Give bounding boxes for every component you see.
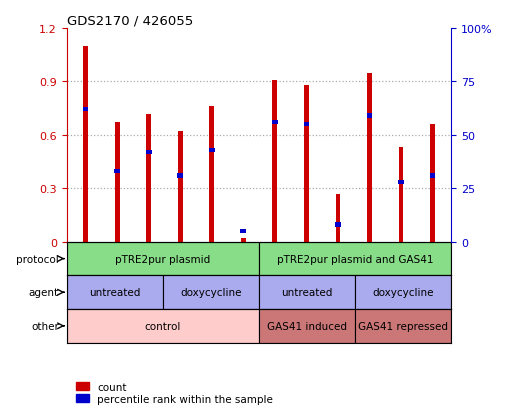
Bar [209,148,214,153]
Text: protocol: protocol [16,254,59,264]
Text: GDS2170 / 426055: GDS2170 / 426055 [67,15,193,28]
Bar [67,309,259,343]
Bar [430,174,436,178]
Bar [430,125,435,242]
Bar [67,242,259,276]
Bar [83,47,88,242]
Text: control: control [145,321,181,331]
Bar [259,309,355,343]
Bar [335,223,341,228]
Bar [67,276,163,309]
Bar [304,123,309,127]
Text: untreated: untreated [282,287,333,297]
Bar [177,174,183,178]
Bar [272,81,277,242]
Bar [83,108,88,112]
Text: untreated: untreated [89,287,141,297]
Bar [367,74,372,242]
Text: pTRE2pur plasmid: pTRE2pur plasmid [115,254,210,264]
Text: GAS41 repressed: GAS41 repressed [359,321,448,331]
Text: doxycycline: doxycycline [180,287,242,297]
Bar [259,242,451,276]
Text: agent: agent [29,287,59,297]
Bar [114,170,120,174]
Text: other: other [31,321,59,331]
Bar [336,194,340,242]
Bar [241,239,246,242]
Bar [209,107,214,242]
Bar [178,132,183,242]
Bar [398,180,404,185]
Bar [399,148,403,242]
Bar [241,229,246,234]
Bar [163,276,259,309]
Bar [115,123,120,242]
Bar [146,150,151,155]
Text: GAS41 induced: GAS41 induced [267,321,347,331]
Bar [355,309,451,343]
Bar [272,121,278,125]
Bar [259,276,355,309]
Text: doxycycline: doxycycline [372,287,434,297]
Bar [304,86,309,242]
Bar [146,114,151,242]
Legend: count, percentile rank within the sample: count, percentile rank within the sample [72,377,277,408]
Bar [355,276,451,309]
Bar [367,114,372,119]
Text: pTRE2pur plasmid and GAS41: pTRE2pur plasmid and GAS41 [277,254,433,264]
